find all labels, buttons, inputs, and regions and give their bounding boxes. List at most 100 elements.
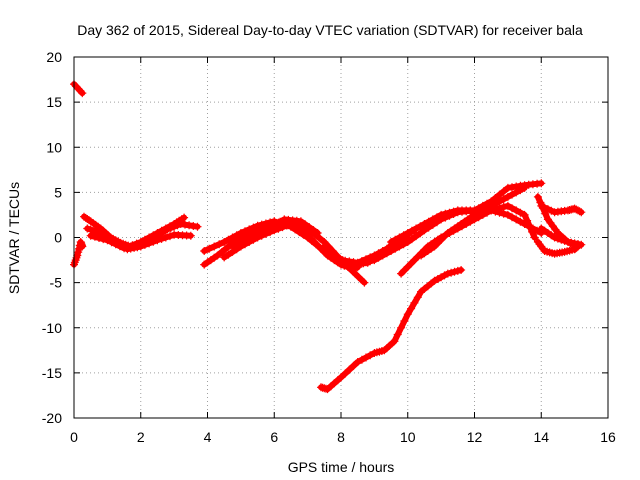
x-tick-label: 8 — [337, 429, 345, 445]
data-point-marker — [330, 251, 339, 260]
x-axis-label: GPS time / hours — [288, 459, 395, 475]
data-point-marker — [574, 206, 582, 215]
data-point-marker — [407, 235, 416, 244]
series-s5 — [86, 213, 189, 253]
data-point-marker — [140, 235, 149, 244]
data-point-marker — [200, 247, 209, 255]
data-point-marker — [395, 233, 404, 242]
data-point-marker — [357, 259, 366, 268]
data-point-marker — [236, 229, 245, 237]
data-point-marker — [324, 245, 333, 254]
data-point-marker — [370, 256, 379, 265]
data-point-marker — [508, 213, 516, 222]
data-point-marker — [85, 216, 93, 225]
data-point-marker — [445, 208, 454, 217]
data-point-marker — [210, 242, 219, 251]
data-point-marker — [483, 207, 491, 216]
data-point-marker — [316, 234, 325, 243]
data-point-marker — [397, 269, 406, 278]
data-point-marker — [478, 208, 487, 217]
data-point-marker — [259, 226, 268, 235]
y-tick-label: -10 — [42, 320, 62, 336]
data-point-marker — [564, 238, 572, 246]
data-point-marker — [433, 213, 441, 222]
data-point-marker — [499, 203, 508, 211]
data-point-marker — [103, 236, 112, 245]
data-point-marker — [309, 226, 318, 235]
data-point-marker — [512, 206, 521, 215]
data-point-marker — [366, 257, 375, 266]
x-tick-label: 10 — [400, 429, 416, 445]
series-s16 — [317, 266, 466, 394]
data-point-marker — [495, 197, 504, 206]
data-point-marker — [224, 235, 233, 244]
data-point-marker — [193, 222, 202, 231]
grid-layer — [74, 57, 608, 418]
data-point-marker — [528, 224, 537, 233]
data-point-marker — [441, 209, 450, 218]
data-point-marker — [357, 355, 366, 364]
data-point-marker — [276, 217, 285, 226]
data-point-marker — [278, 223, 287, 232]
data-point-marker — [524, 222, 533, 231]
data-point-marker — [424, 217, 433, 226]
data-point-marker — [437, 235, 446, 244]
data-point-marker — [410, 298, 419, 307]
data-point-marker — [90, 232, 99, 241]
data-point-marker — [90, 226, 98, 235]
y-tick-label: 0 — [54, 230, 62, 246]
y-tick-label: 10 — [46, 139, 62, 155]
data-point-marker — [220, 238, 229, 246]
data-point-marker — [354, 273, 363, 281]
data-point-marker — [120, 244, 129, 253]
data-point-marker — [478, 201, 487, 210]
chart-title: Day 362 of 2015, Sidereal Day-to-day VTE… — [77, 22, 583, 38]
data-point-marker — [362, 353, 370, 362]
data-point-marker — [440, 232, 449, 241]
data-point-marker — [221, 244, 230, 253]
data-point-marker — [503, 183, 512, 192]
data-point-marker — [153, 229, 162, 237]
data-point-marker — [226, 241, 234, 250]
x-tick-label: 6 — [270, 429, 278, 445]
data-point-marker — [560, 236, 569, 245]
y-tick-label: 15 — [46, 94, 62, 110]
data-point-marker — [341, 369, 350, 378]
data-point-marker — [267, 222, 276, 231]
data-point-marker — [224, 250, 233, 259]
data-point-marker — [491, 207, 500, 216]
data-point-marker — [550, 233, 559, 242]
data-point-marker — [128, 241, 137, 250]
data-point-marker — [387, 247, 396, 255]
data-point-marker — [430, 276, 439, 285]
data-point-marker — [499, 187, 508, 196]
data-point-marker — [487, 206, 496, 215]
data-point-marker — [410, 256, 419, 265]
data-point-marker — [320, 242, 329, 251]
data-point-marker — [508, 204, 516, 213]
data-point-marker — [577, 240, 586, 249]
data-point-marker — [495, 208, 504, 217]
data-point-marker — [232, 231, 241, 240]
data-point-marker — [412, 232, 421, 241]
data-point-marker — [342, 258, 351, 267]
data-point-marker — [400, 317, 409, 325]
data-point-marker — [157, 234, 166, 243]
data-point-marker — [403, 238, 412, 246]
data-point-marker — [312, 240, 320, 249]
data-point-marker — [161, 224, 170, 233]
data-point-marker — [428, 215, 437, 224]
data-point-marker — [136, 238, 145, 246]
data-point-marker — [305, 223, 314, 232]
data-point-marker — [553, 234, 562, 243]
data-point-marker — [575, 207, 584, 216]
data-point-marker — [508, 190, 516, 199]
data-point-marker — [567, 238, 576, 247]
data-point-marker — [337, 373, 345, 382]
data-point-marker — [537, 201, 546, 210]
data-point-marker — [453, 266, 462, 275]
data-point-marker — [508, 183, 516, 192]
data-point-marker — [111, 240, 120, 249]
data-point-marker — [161, 233, 170, 242]
y-tick-label: -5 — [50, 275, 63, 291]
